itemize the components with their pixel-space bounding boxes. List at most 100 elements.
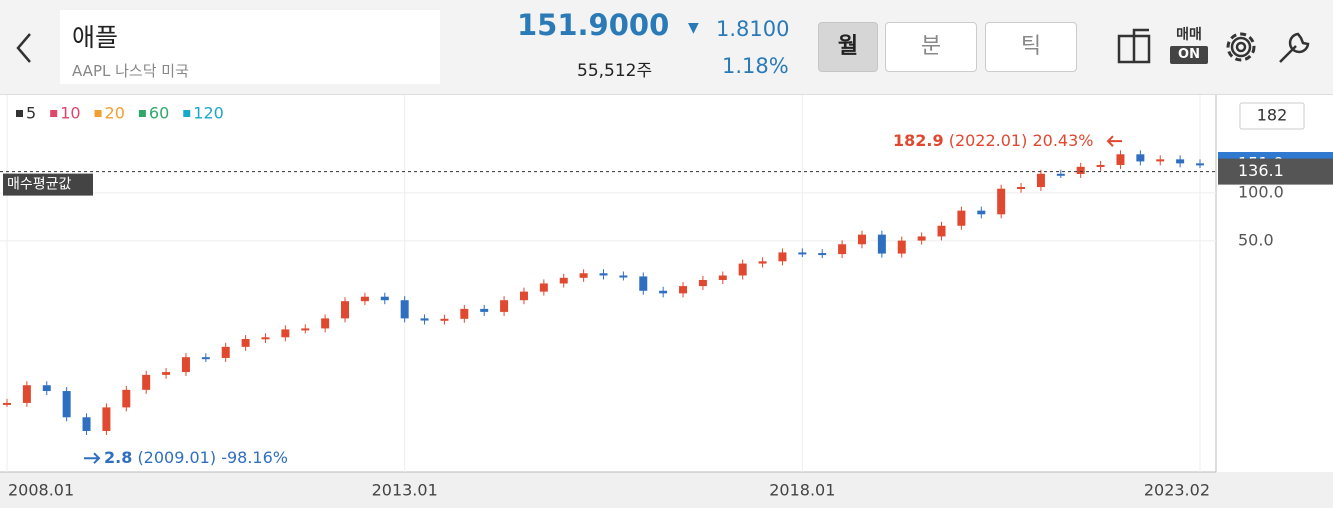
trade-label[interactable]: 매매 xyxy=(1176,27,1202,43)
header: 애플 AAPL 나스닥 미국 151.9000 ▼ 1.8100 55,512주… xyxy=(0,0,1333,95)
tab[interactable]: 틱 xyxy=(985,22,1077,72)
candle xyxy=(201,357,210,360)
legend-label: 20 xyxy=(105,104,125,123)
candle xyxy=(360,296,369,302)
candle xyxy=(539,283,548,292)
candle xyxy=(519,291,528,301)
candle xyxy=(579,273,588,278)
candle xyxy=(818,253,827,256)
average-buy-value: 136.1 xyxy=(1238,161,1284,180)
candle xyxy=(480,308,489,312)
tab[interactable]: 분 xyxy=(885,22,977,72)
annotation-date: (2022.01) xyxy=(949,131,1028,150)
legend-swatch xyxy=(183,110,191,117)
x-tick-label: 2013.01 xyxy=(372,481,438,500)
annotation: 182.9 (2022.01) 20.43% xyxy=(893,131,1093,150)
candle xyxy=(221,346,230,358)
candle xyxy=(1116,154,1125,165)
candle xyxy=(400,300,409,319)
candle xyxy=(181,357,190,373)
candle xyxy=(42,385,51,392)
candle xyxy=(1096,164,1105,167)
candle xyxy=(838,244,847,255)
candle xyxy=(977,210,986,215)
back-button[interactable] xyxy=(12,30,36,66)
candle xyxy=(1136,154,1145,162)
x-axis-bg xyxy=(0,472,1333,508)
legend-label: 10 xyxy=(60,104,80,123)
legend-swatch xyxy=(94,110,102,117)
candle xyxy=(997,188,1006,215)
candle xyxy=(321,318,330,329)
tools-icon[interactable] xyxy=(1274,26,1316,68)
annotation-value: 182.9 xyxy=(893,131,944,150)
candle xyxy=(877,234,886,254)
candle xyxy=(1196,163,1204,166)
plot-bg xyxy=(0,95,1333,508)
candle xyxy=(142,374,151,390)
candle xyxy=(857,234,866,245)
x-tick-label: 2023.02 xyxy=(1144,481,1210,500)
y-tick-label: 50.0 xyxy=(1238,230,1274,249)
volume: 55,512주 xyxy=(577,61,653,81)
candle xyxy=(778,252,787,262)
candle xyxy=(420,318,429,321)
candle xyxy=(639,276,648,291)
candle xyxy=(261,337,270,340)
candle xyxy=(62,391,71,418)
candle xyxy=(82,417,91,431)
average-buy-name: 매수평균값 xyxy=(7,177,72,193)
candle xyxy=(957,210,966,226)
average-buy-box xyxy=(1218,158,1333,185)
range-high: 182 xyxy=(1257,106,1288,125)
legend-swatch xyxy=(50,110,58,117)
legend-swatch xyxy=(138,110,146,117)
settings-icon[interactable] xyxy=(1220,26,1262,68)
layout-icon[interactable] xyxy=(1115,26,1155,66)
candle xyxy=(738,263,747,276)
candle xyxy=(1056,173,1065,176)
annotation-change: 20.43% xyxy=(1032,131,1093,150)
candle xyxy=(380,296,389,301)
candle xyxy=(599,273,608,276)
trade-badge[interactable]: ON xyxy=(1170,46,1208,64)
annotation-value: 2.8 xyxy=(104,448,132,467)
candle xyxy=(559,277,568,284)
candle xyxy=(758,261,767,264)
candle xyxy=(122,389,131,408)
candle xyxy=(1156,159,1165,162)
price: 151.9000 xyxy=(517,8,670,42)
y-tick-label: 100.0 xyxy=(1238,182,1284,201)
annotation-change: -98.16% xyxy=(221,448,288,467)
candle xyxy=(500,300,509,312)
annotation-date: (2009.01) xyxy=(137,448,216,467)
candle xyxy=(798,252,807,255)
candle xyxy=(3,402,11,405)
candle xyxy=(1017,187,1026,190)
annotation-arrow xyxy=(1106,135,1122,147)
candle xyxy=(718,275,727,280)
candle xyxy=(1076,166,1085,174)
candle xyxy=(937,225,946,237)
legend-label: 60 xyxy=(149,104,169,123)
candle xyxy=(341,301,350,319)
search-box[interactable]: 애플 AAPL 나스닥 미국 xyxy=(60,10,440,84)
annotation-arrow xyxy=(84,452,101,464)
candle xyxy=(460,308,469,319)
candle xyxy=(619,275,628,278)
x-tick-label: 2018.01 xyxy=(769,481,835,500)
candle xyxy=(917,236,926,241)
change: 1.8100 xyxy=(716,17,790,41)
candle xyxy=(897,240,906,254)
candle xyxy=(1036,173,1045,188)
change-pct: 1.18% xyxy=(722,54,789,78)
annotation: 2.8 (2009.01) -98.16% xyxy=(104,448,288,467)
candle xyxy=(102,407,111,431)
tab[interactable]: 월 xyxy=(818,22,878,72)
legend-swatch xyxy=(16,110,23,117)
average-buy-tag xyxy=(3,173,93,196)
candle xyxy=(440,318,449,321)
legend-label: 120 xyxy=(193,104,224,123)
